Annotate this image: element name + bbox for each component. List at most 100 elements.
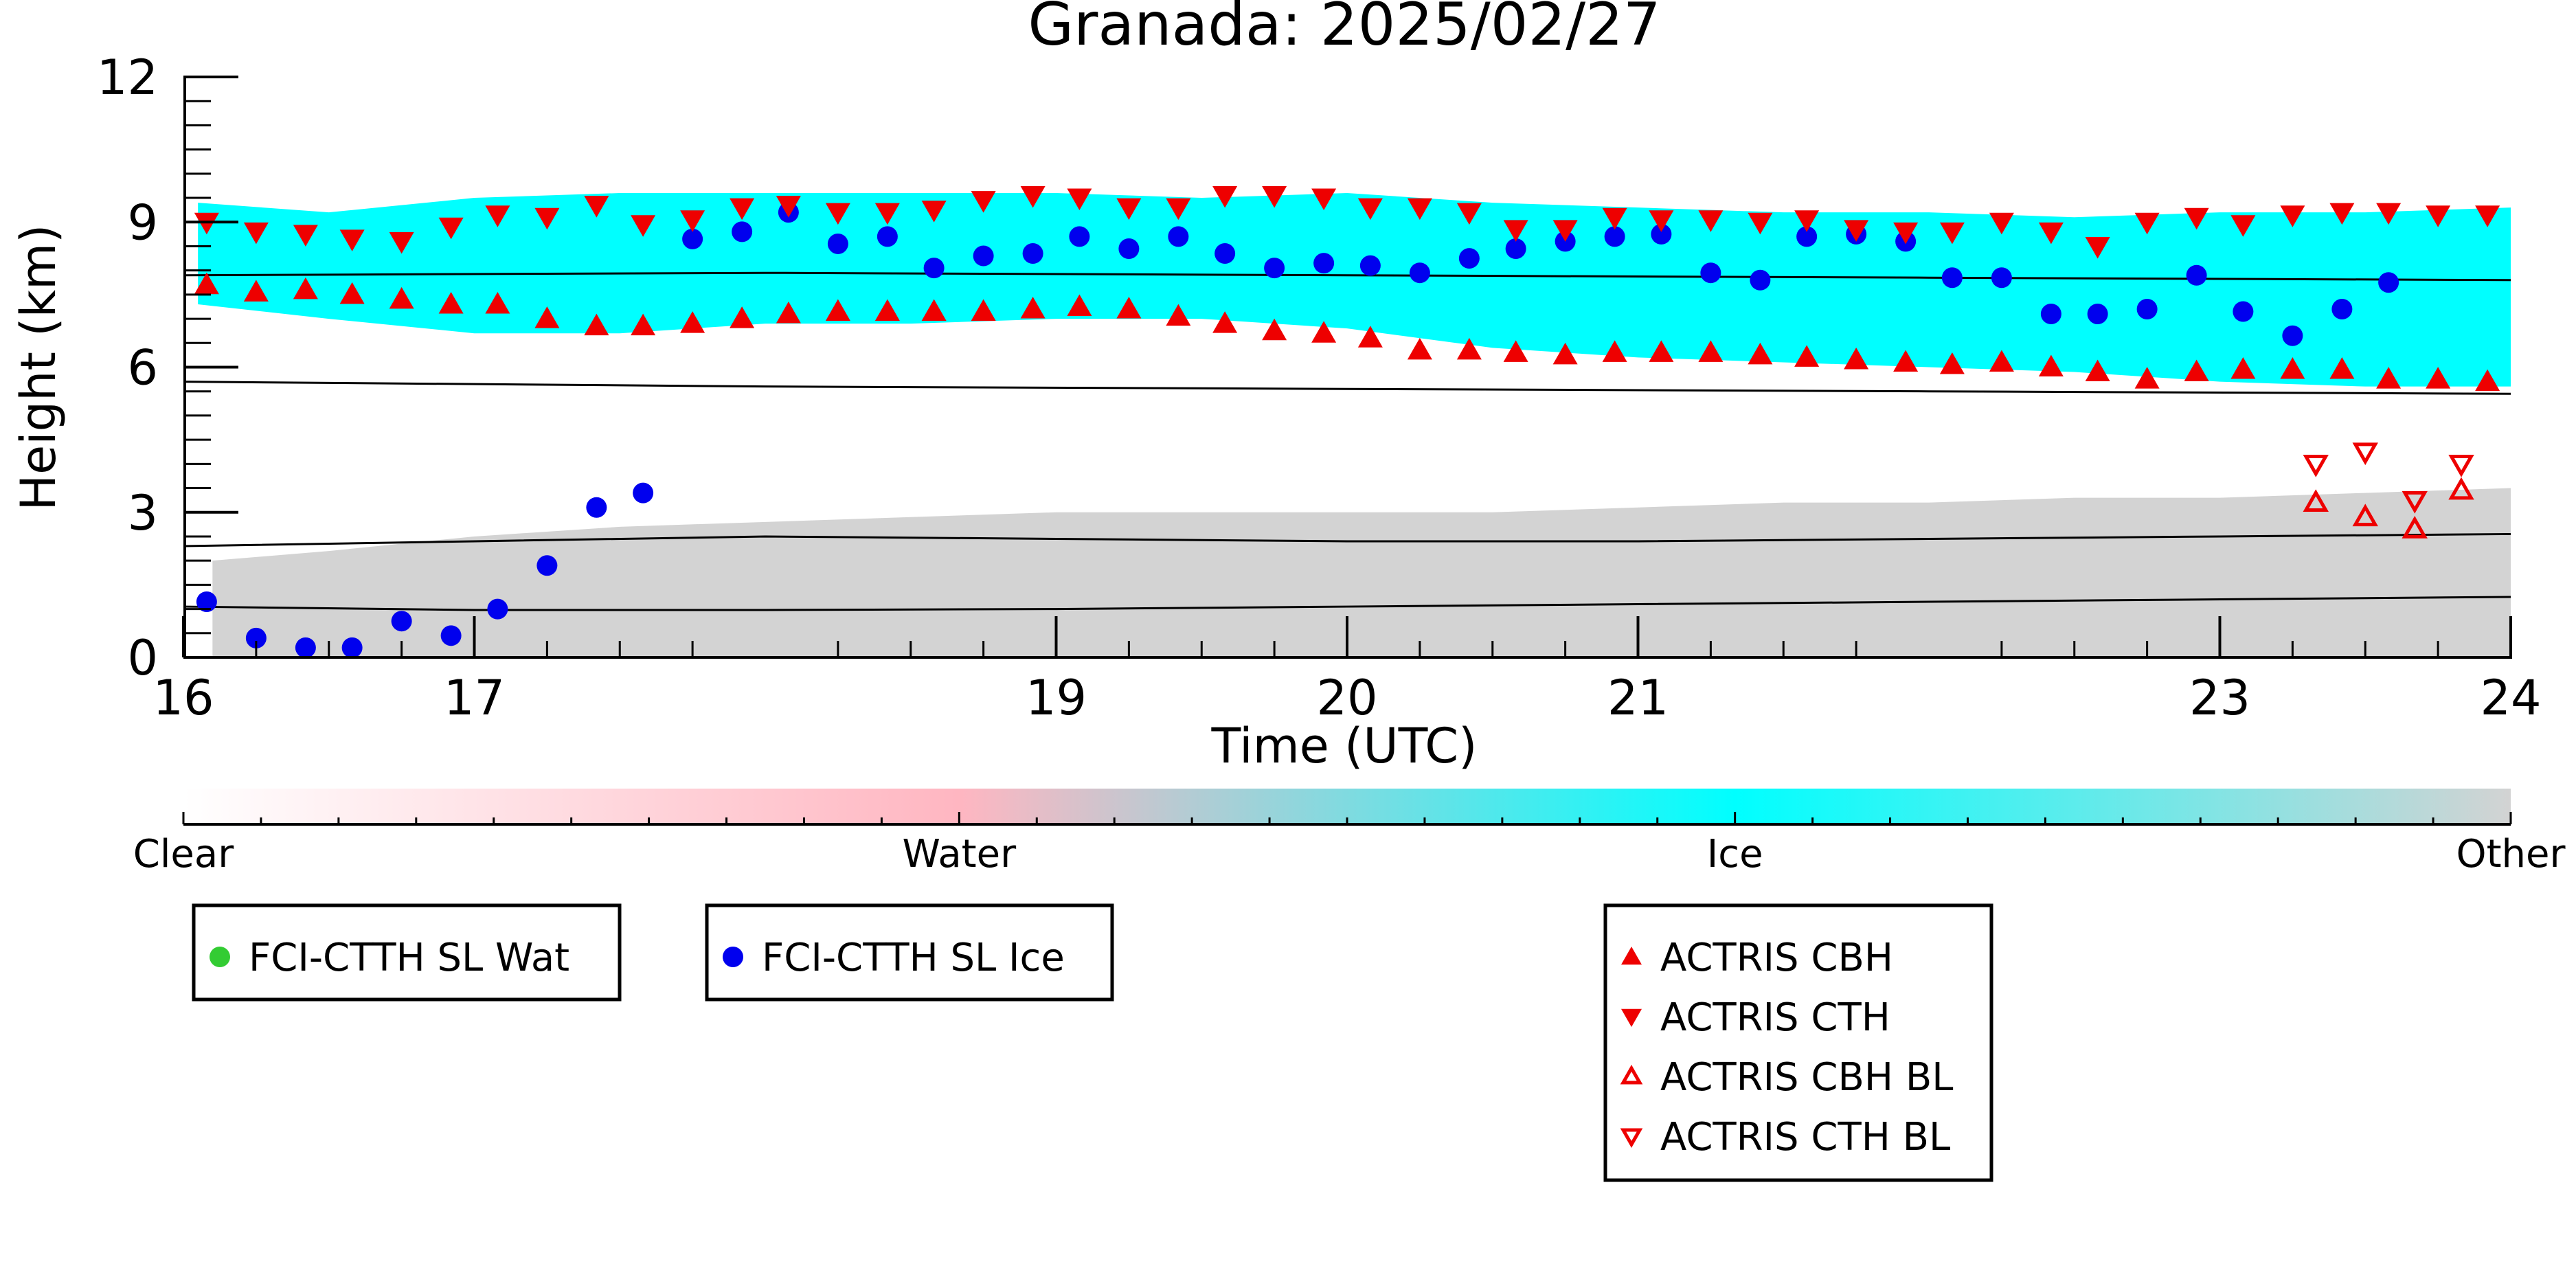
data-point (1505, 238, 1526, 259)
data-point (921, 201, 947, 223)
data-point (2402, 490, 2428, 514)
data-point (827, 233, 848, 254)
data-point (1214, 243, 1236, 264)
data-point (2331, 299, 2353, 319)
data-point (1698, 210, 1724, 232)
data-point (2184, 359, 2209, 382)
legend-frame (1603, 903, 1993, 1182)
data-point (1552, 220, 1578, 242)
data-point (2448, 477, 2474, 500)
data-point (1698, 340, 1724, 362)
data-point (1116, 297, 1142, 319)
data-point (1796, 226, 1818, 247)
data-point (389, 286, 414, 309)
data-point (1168, 226, 1189, 247)
data-point (2230, 215, 2256, 237)
data-point (485, 291, 510, 314)
data-point (1649, 210, 1674, 232)
legend-marker (723, 947, 743, 967)
series-actris-cth-bl (2303, 442, 2474, 514)
data-point (1700, 262, 1721, 284)
legend-label: ACTRIS CBH (1660, 936, 1893, 980)
data-point (1357, 198, 1383, 221)
x-tick-label: 19 (1026, 670, 1087, 726)
reference-line-4 (183, 596, 2511, 611)
data-point (1262, 318, 1287, 341)
data-point (1067, 188, 1092, 211)
data-point (1020, 186, 1046, 208)
colorbar-label: Water (903, 832, 1017, 877)
legend-label: ACTRIS CBH BL (1660, 1055, 1953, 1100)
legend-wat: FCI-CTTH SL Wat (192, 903, 622, 1002)
reference-line-3 (183, 532, 2511, 547)
data-point (1409, 262, 1430, 284)
data-point (2448, 455, 2474, 477)
data-point (1602, 207, 1627, 230)
data-point (438, 291, 464, 314)
data-point (971, 191, 996, 213)
data-point (682, 228, 703, 249)
data-point (534, 207, 560, 230)
data-point (1311, 321, 1337, 343)
data-point (2280, 205, 2305, 227)
legend-marker (1621, 947, 1642, 965)
legend-label: ACTRIS CTH BL (1660, 1115, 1950, 1160)
data-point (1649, 340, 1674, 362)
colorbar: Clear Water Ice Other (133, 789, 2566, 877)
data-point (2282, 325, 2303, 346)
data-point (921, 299, 947, 321)
data-point (1991, 267, 2012, 289)
data-point (776, 302, 801, 324)
data-point (2376, 203, 2402, 225)
legend-marker (1620, 1064, 1643, 1085)
legend-ice: FCI-CTTH SL Ice (705, 903, 1114, 1002)
data-point (1844, 347, 1869, 370)
data-point (2329, 203, 2355, 225)
data-point (1750, 269, 1771, 291)
data-point (1262, 186, 1287, 208)
data-point (2184, 207, 2209, 230)
data-point (2038, 354, 2064, 376)
legend-label: FCI-CTTH SL Wat (249, 936, 569, 980)
data-point (1311, 188, 1337, 211)
colorbar-label: Ice (1707, 832, 1763, 877)
data-point (1022, 243, 1043, 264)
data-point (584, 313, 609, 336)
data-point (1458, 248, 1480, 269)
data-point (730, 198, 755, 221)
data-point (680, 311, 705, 333)
data-point (2475, 369, 2500, 392)
reference-line-1 (183, 271, 2511, 282)
data-point (2329, 357, 2355, 379)
other-layer (212, 488, 2511, 657)
data-point (1357, 326, 1383, 348)
legend-marker (210, 947, 230, 967)
reference-line-2 (183, 381, 2511, 395)
data-point (877, 226, 898, 247)
data-point (631, 215, 656, 237)
legend-label: FCI-CTTH SL Ice (762, 936, 1065, 980)
data-point (2303, 489, 2329, 512)
data-point (194, 272, 219, 295)
series-actris-cbh (194, 272, 2500, 392)
data-point (339, 229, 365, 251)
colorbar-label: Clear (133, 832, 234, 877)
data-point (391, 611, 412, 632)
series-fci-ctth-sl-ice (196, 202, 2399, 658)
data-point (293, 277, 318, 300)
data-point (1604, 226, 1625, 247)
data-point (1456, 337, 1482, 360)
data-point (1212, 186, 1238, 208)
x-tick-label: 17 (444, 670, 505, 726)
data-point (732, 221, 753, 242)
data-point (584, 196, 609, 218)
data-point (245, 627, 267, 648)
data-point (2085, 236, 2110, 259)
data-point (438, 217, 464, 240)
y-tick-label: 12 (97, 49, 158, 106)
data-point (874, 203, 900, 225)
data-point (2352, 504, 2378, 527)
data-point (2303, 455, 2329, 477)
data-point (1020, 297, 1046, 319)
data-point (1794, 210, 1820, 232)
